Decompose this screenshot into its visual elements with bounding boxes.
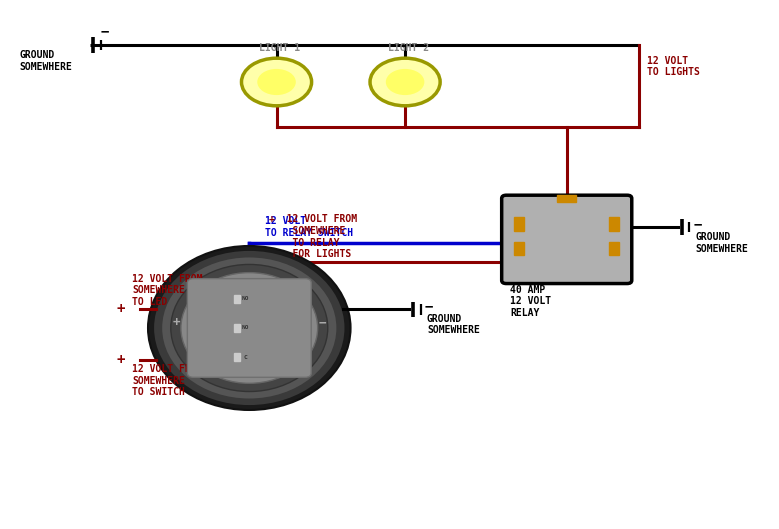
Text: C: C	[244, 354, 247, 360]
Text: NO: NO	[241, 296, 249, 302]
Text: +: +	[116, 303, 125, 316]
Text: 12 VOLT
TO RELAY SWITCH: 12 VOLT TO RELAY SWITCH	[265, 216, 353, 238]
Bar	[557, 195, 576, 202]
Bar	[609, 242, 619, 255]
Text: −: −	[101, 25, 109, 39]
Text: NO: NO	[241, 325, 249, 331]
Bar	[234, 353, 240, 361]
Ellipse shape	[191, 281, 308, 375]
Ellipse shape	[148, 246, 351, 410]
Text: 40 AMP
12 VOLT
RELAY: 40 AMP 12 VOLT RELAY	[510, 285, 552, 318]
Text: +  12 VOLT FROM
    SOMEWHERE
    TO RELAY
    FOR LIGHTS: + 12 VOLT FROM SOMEWHERE TO RELAY FOR LI…	[269, 214, 357, 259]
Text: GROUND
SOMEWHERE: GROUND SOMEWHERE	[696, 232, 749, 254]
Text: −: −	[319, 316, 326, 329]
FancyBboxPatch shape	[187, 279, 312, 377]
Circle shape	[241, 58, 312, 106]
Bar	[234, 295, 240, 303]
Ellipse shape	[154, 251, 344, 405]
Text: 12 VOLT FROM
SOMEWHERE
TO LED: 12 VOLT FROM SOMEWHERE TO LED	[132, 273, 203, 307]
Circle shape	[386, 69, 425, 95]
Bar	[514, 242, 524, 255]
Text: 12 VOLT FROM
SOMEWHERE
TO SWITCH: 12 VOLT FROM SOMEWHERE TO SWITCH	[132, 364, 203, 397]
Ellipse shape	[171, 264, 328, 391]
Bar	[514, 217, 524, 231]
Text: +: +	[173, 316, 180, 329]
Ellipse shape	[181, 272, 318, 384]
Text: 12 VOLT
TO LIGHTS: 12 VOLT TO LIGHTS	[647, 56, 700, 77]
Circle shape	[370, 58, 440, 106]
Text: −: −	[425, 300, 433, 314]
Text: GROUND
SOMEWHERE: GROUND SOMEWHERE	[19, 50, 72, 72]
Ellipse shape	[162, 258, 337, 398]
Bar	[234, 324, 240, 332]
Text: +: +	[116, 353, 125, 367]
Circle shape	[257, 69, 296, 95]
FancyBboxPatch shape	[502, 195, 632, 284]
Text: GROUND
SOMEWHERE: GROUND SOMEWHERE	[427, 314, 480, 335]
Bar	[609, 217, 619, 231]
Text: LIGHT 1: LIGHT 1	[259, 43, 301, 53]
Text: LIGHT 2: LIGHT 2	[388, 43, 429, 53]
Text: −: −	[693, 217, 702, 231]
